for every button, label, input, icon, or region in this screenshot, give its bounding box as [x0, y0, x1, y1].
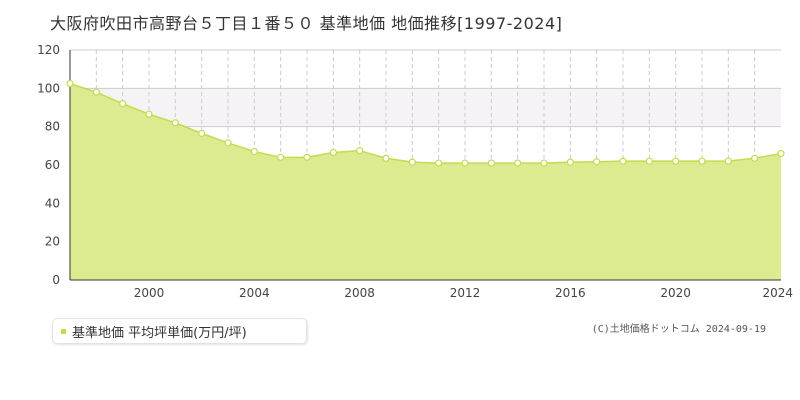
data-point — [250, 147, 258, 156]
x-tick-label: 2004 — [239, 286, 270, 300]
data-point — [66, 79, 74, 88]
data-point — [487, 159, 495, 167]
data-point — [593, 158, 601, 166]
data-point — [645, 157, 653, 165]
data-point — [408, 158, 416, 166]
data-point — [329, 148, 337, 157]
data-point — [461, 159, 469, 167]
legend-label: 基準地価 平均坪単価(万円/坪) — [72, 325, 247, 341]
copyright-text: (C)土地価格ドットコム 2024-09-19 — [591, 324, 766, 335]
data-point — [171, 119, 179, 127]
point-layer — [66, 79, 785, 167]
x-tick-label: 2008 — [344, 286, 375, 300]
data-point — [277, 153, 285, 161]
data-point — [303, 153, 311, 161]
data-point — [198, 129, 206, 137]
series-area — [70, 83, 781, 281]
y-tick-label: 0 — [52, 273, 60, 287]
chart-title: 大阪府吹田市高野台５丁目１番５０ 基準地価 地価推移[1997-2024] — [50, 14, 563, 33]
data-point — [540, 159, 548, 167]
data-point — [224, 139, 232, 147]
y-tick-label: 60 — [45, 158, 60, 172]
data-point — [92, 88, 100, 96]
y-tick-label: 120 — [37, 43, 60, 57]
x-tick-label: 2000 — [134, 286, 165, 300]
data-point — [724, 157, 732, 165]
x-tick-label: 2016 — [555, 286, 586, 300]
data-point — [514, 159, 522, 167]
data-point — [145, 110, 153, 118]
x-tick-label: 2024 — [762, 286, 793, 300]
y-tick-label: 20 — [45, 235, 60, 249]
y-tick-label: 40 — [45, 196, 60, 210]
data-point — [751, 154, 759, 162]
y-tick-label: 80 — [45, 120, 60, 134]
series-line — [69, 82, 782, 164]
axis-layer — [69, 50, 781, 281]
x-tick-label: 2020 — [660, 286, 691, 300]
data-point — [777, 149, 785, 158]
data-point — [566, 158, 574, 166]
data-point — [619, 157, 627, 165]
y-tick-label: 100 — [37, 81, 60, 95]
x-tick-label: 2012 — [450, 286, 481, 300]
data-point — [119, 100, 127, 108]
data-point — [698, 157, 706, 165]
data-point — [435, 159, 443, 167]
legend: 基準地価 平均坪単価(万円/坪) — [52, 318, 307, 344]
legend-swatch — [61, 328, 66, 334]
data-point — [356, 147, 364, 155]
area-layer — [69, 82, 782, 281]
data-point — [382, 154, 390, 162]
data-point — [672, 157, 680, 165]
tick-label-layer: 0 20 40 60 80 100 120 2000 2004 2008 2012 2016 2020 2… — [37, 43, 793, 300]
highlight-band — [70, 88, 781, 127]
